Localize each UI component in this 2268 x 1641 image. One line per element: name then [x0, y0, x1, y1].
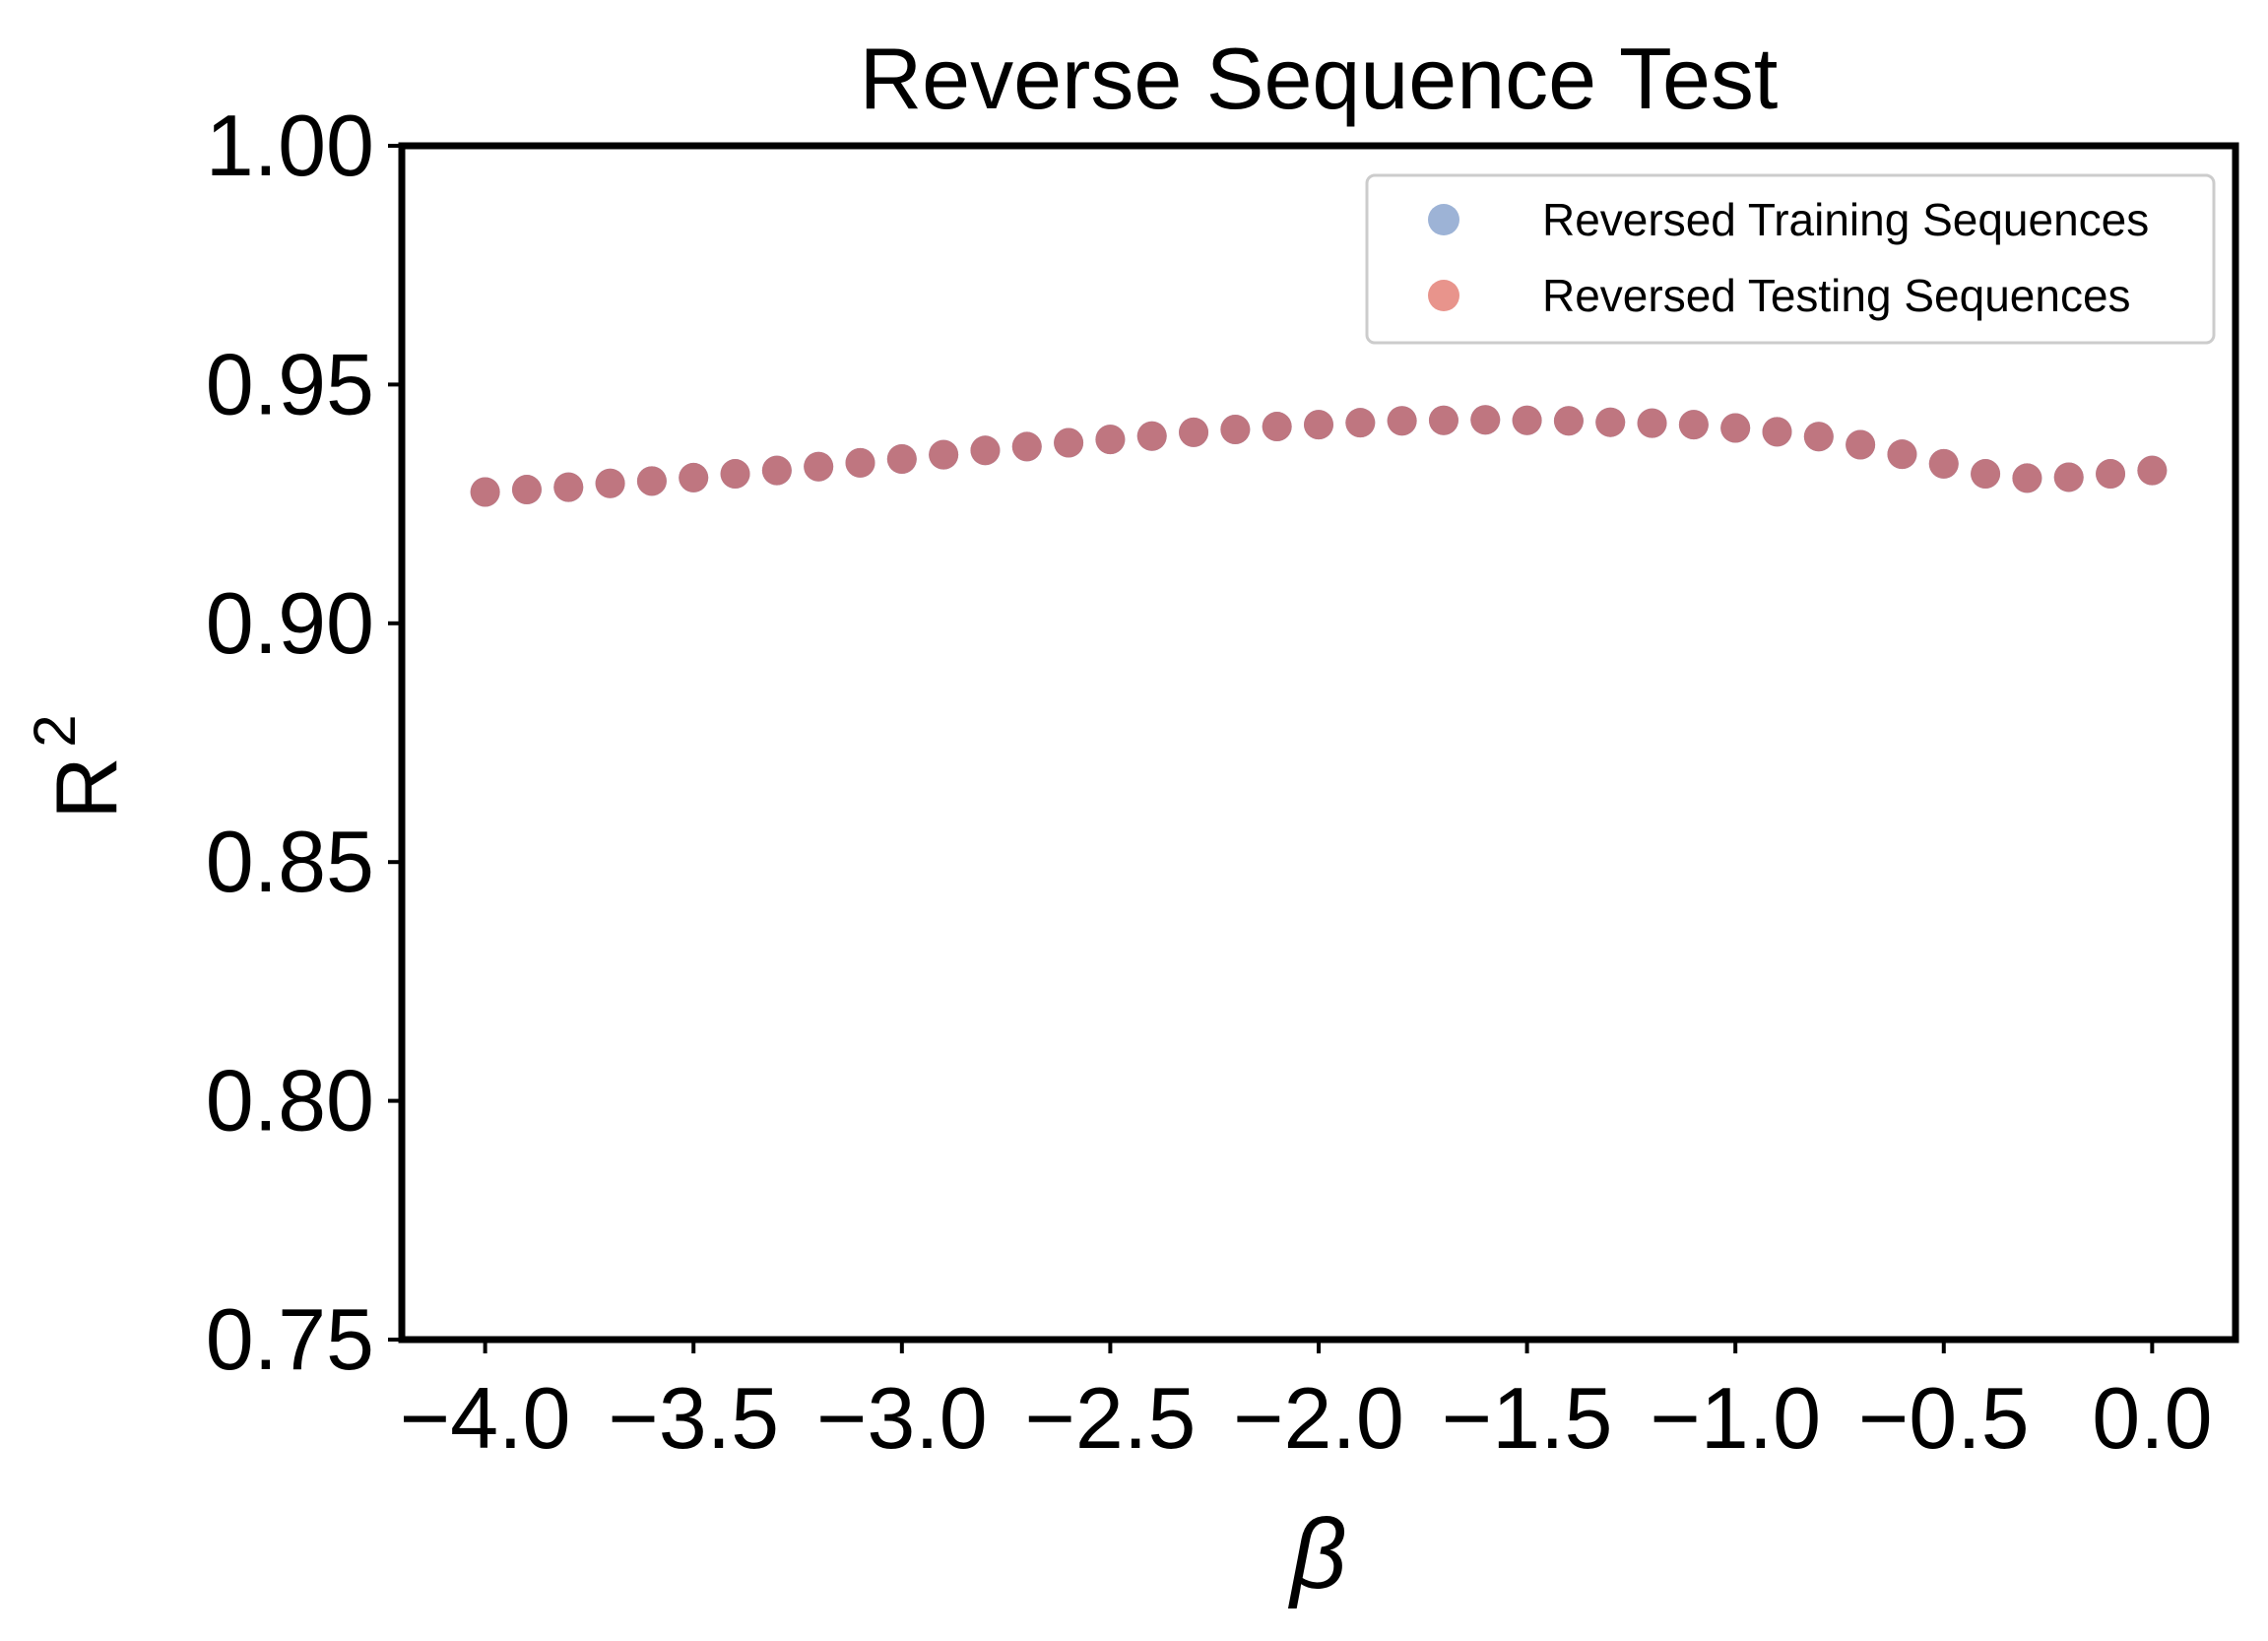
data-point	[970, 435, 1001, 466]
data-point	[553, 472, 584, 502]
y-axis-label-group: R2	[22, 714, 135, 819]
y-tick-label: 0.75	[206, 1290, 374, 1388]
data-point	[1054, 427, 1084, 458]
data-point	[511, 475, 542, 505]
x-axis-label: β	[1287, 1499, 1346, 1609]
data-point	[1262, 412, 1292, 442]
data-point	[1387, 406, 1417, 436]
x-tick-label: −1.5	[1442, 1369, 1613, 1467]
x-tick-label: 0.0	[2092, 1369, 2212, 1467]
data-point	[679, 462, 709, 492]
y-tick-label: 1.00	[206, 97, 374, 194]
data-point	[2096, 459, 2126, 490]
data-point	[1179, 417, 1209, 447]
x-tick-label: −3.5	[608, 1369, 779, 1467]
data-point	[1720, 413, 1751, 443]
x-tick-label: −3.0	[816, 1369, 988, 1467]
legend-label-training: Reversed Training Sequences	[1542, 194, 2149, 245]
legend-marker-training	[1428, 204, 1459, 235]
data-point	[1011, 431, 1042, 462]
data-point	[1304, 410, 1333, 440]
data-point	[1345, 408, 1376, 438]
y-axis-label-superscript: 2	[22, 714, 88, 747]
y-tick-label: 0.85	[206, 813, 374, 910]
series-testing	[470, 405, 2168, 507]
y-tick-label: 0.95	[206, 335, 374, 432]
y-axis-label: R	[37, 756, 135, 820]
data-point	[2137, 455, 2168, 486]
data-point	[1887, 439, 1917, 470]
data-point	[886, 444, 917, 475]
x-tick-label: −2.0	[1233, 1369, 1404, 1467]
data-point	[1136, 421, 1167, 451]
data-point	[2012, 463, 2042, 493]
data-point	[845, 447, 875, 478]
data-point	[1553, 406, 1584, 436]
legend-marker-testing	[1428, 280, 1459, 311]
data-point	[2053, 462, 2084, 492]
data-point	[1846, 429, 1876, 460]
data-point	[1762, 417, 1792, 447]
legend: Reversed Training Sequences Reversed Test…	[1365, 173, 2216, 345]
x-tick-label: −0.5	[1858, 1369, 2030, 1467]
data-point	[720, 459, 750, 490]
x-tick-label: −4.0	[400, 1369, 571, 1467]
data-point	[1470, 405, 1501, 435]
data-point	[761, 455, 792, 486]
data-point	[1428, 405, 1458, 435]
x-tick-label: −1.0	[1650, 1369, 1821, 1467]
data-point	[1678, 410, 1709, 440]
legend-box	[1365, 173, 2216, 345]
data-point	[929, 439, 959, 470]
data-point	[1595, 407, 1626, 437]
data-point	[595, 468, 625, 498]
data-point	[1928, 448, 1959, 479]
legend-label-testing: Reversed Testing Sequences	[1542, 270, 2131, 321]
data-point	[1095, 425, 1126, 455]
data-point	[1220, 414, 1251, 444]
x-tick-label: −2.5	[1025, 1369, 1197, 1467]
y-tick-label: 0.90	[206, 574, 374, 672]
data-point	[1971, 459, 2001, 490]
data-point	[1512, 405, 1542, 435]
data-point	[804, 451, 834, 482]
data-point	[636, 466, 667, 496]
data-point	[1803, 422, 1834, 452]
data-point	[1637, 408, 1667, 438]
chart-title: Reverse Sequence Test	[860, 30, 1779, 127]
y-tick-label: 0.80	[206, 1052, 374, 1149]
data-point	[470, 477, 500, 507]
